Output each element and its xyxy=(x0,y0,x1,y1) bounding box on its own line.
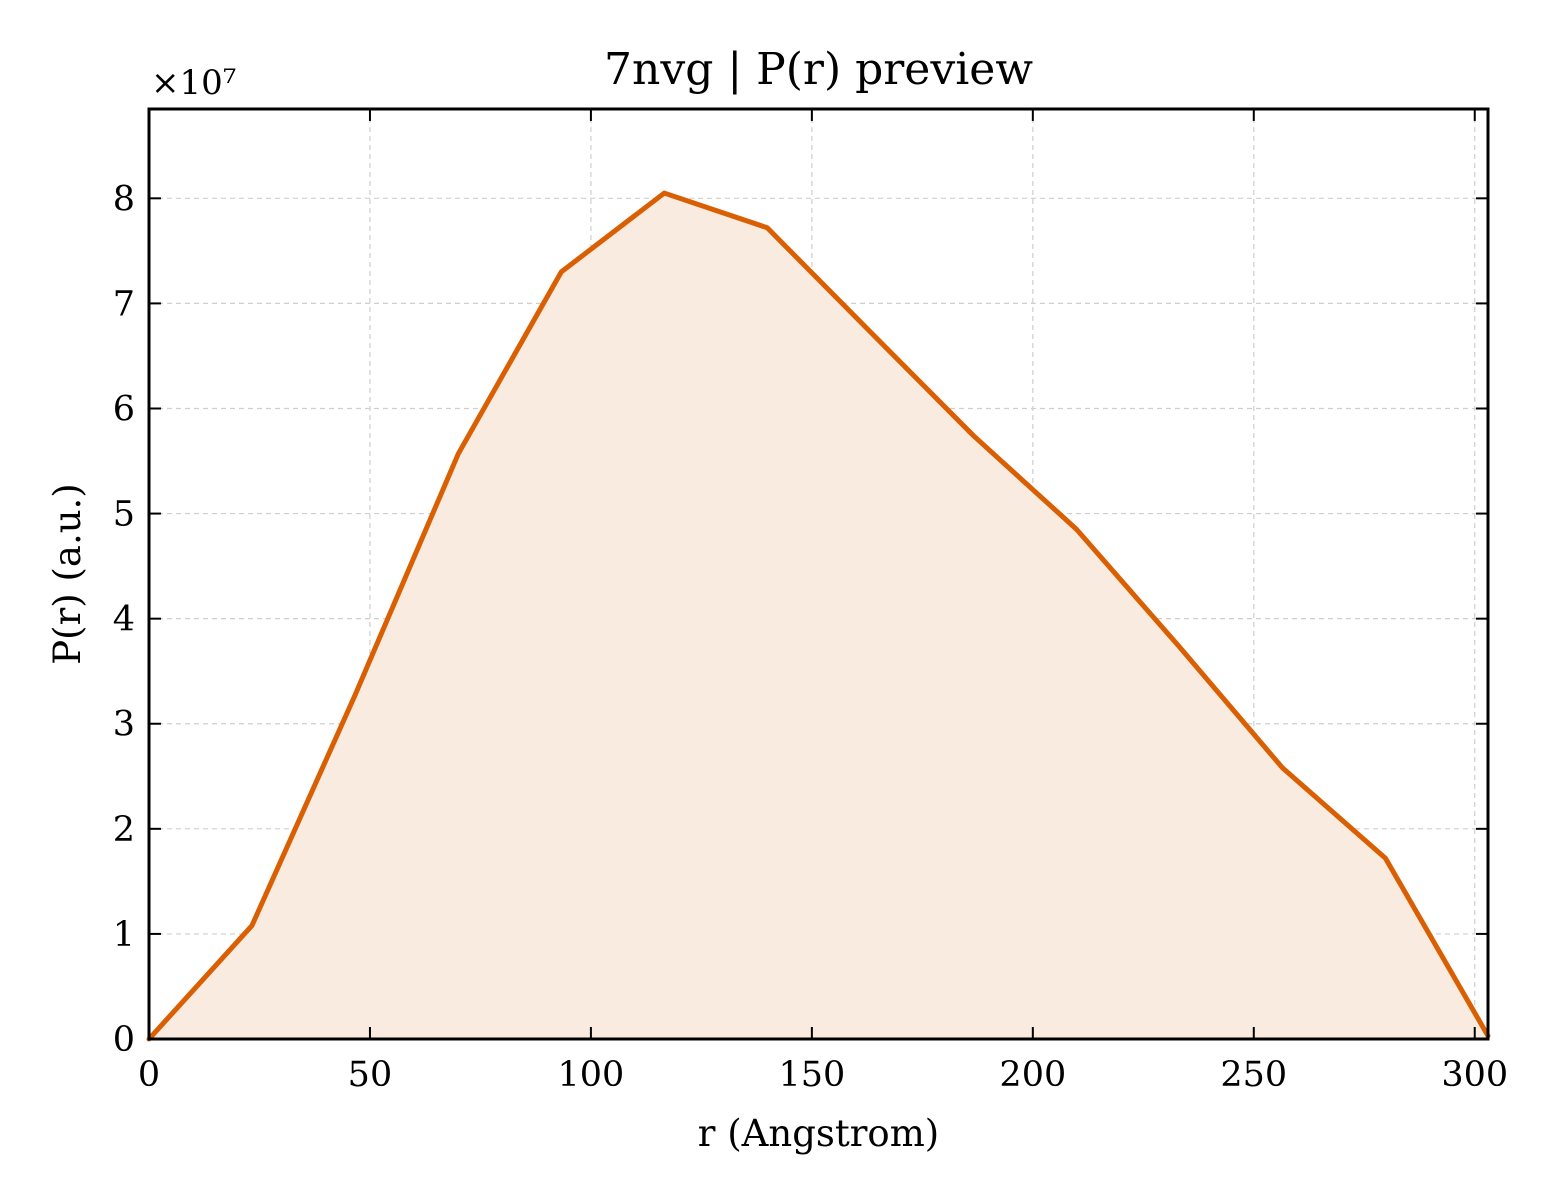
x-tick-label: 250 xyxy=(1220,1055,1287,1095)
x-tick-label: 150 xyxy=(778,1055,845,1095)
y-tick-label: 6 xyxy=(113,389,135,429)
x-tick-label: 300 xyxy=(1441,1055,1508,1095)
y-tick-label: 8 xyxy=(113,179,135,219)
y-tick-label: 7 xyxy=(113,284,135,324)
x-tick-label: 0 xyxy=(138,1055,160,1095)
area-fill-layer xyxy=(149,193,1488,1039)
y-axis-offset-label: ×10⁷ xyxy=(151,63,236,103)
y-tick-label: 0 xyxy=(113,1020,135,1060)
y-tick-label: 4 xyxy=(113,600,135,640)
x-tick-label: 100 xyxy=(558,1055,625,1095)
y-axis-label: P(r) (a.u.) xyxy=(46,483,89,665)
chart-title: 7nvg | P(r) preview xyxy=(604,44,1033,95)
x-tick-label: 50 xyxy=(348,1055,393,1095)
y-tick-label: 1 xyxy=(113,915,135,955)
series-area-fill xyxy=(149,193,1488,1039)
x-tick-label: 200 xyxy=(999,1055,1066,1095)
y-tick-label: 5 xyxy=(113,495,135,535)
y-tick-label: 3 xyxy=(113,705,135,745)
y-tick-label: 2 xyxy=(113,810,135,850)
x-axis-label: r (Angstrom) xyxy=(698,1112,939,1155)
